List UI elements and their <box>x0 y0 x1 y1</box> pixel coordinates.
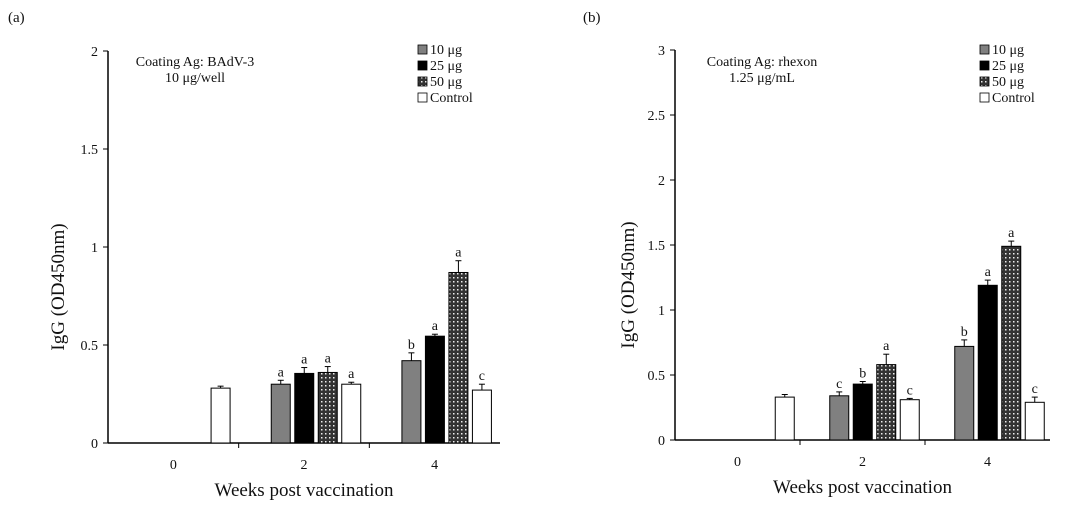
legend-label: Control <box>992 91 1035 106</box>
y-tick-label: 0.5 <box>81 339 99 354</box>
legend-swatch <box>417 76 428 87</box>
legend-label: 50 μg <box>992 75 1024 90</box>
significance-letter: a <box>455 246 462 261</box>
bar <box>448 271 469 444</box>
legend-swatch <box>979 60 990 71</box>
chart-panel-b: (b) 0 0.5 1 1.5 2 2.5 3 0 2 4 Weeks post vaccinatio… <box>583 10 1050 498</box>
coating-annotation: 10 μg/well <box>165 71 225 86</box>
y-tick-label: 0 <box>658 434 665 449</box>
significance-letter: a <box>325 352 332 367</box>
bar <box>210 387 231 444</box>
significance-letter: c <box>479 369 485 384</box>
legend-label: 25 μg <box>430 59 462 74</box>
x-tick-label: 0 <box>734 455 741 470</box>
legend-swatch <box>979 92 990 103</box>
bar <box>774 396 795 441</box>
bar <box>829 395 850 441</box>
significance-letter: a <box>348 367 355 382</box>
legend-swatch <box>417 44 428 55</box>
x-tick-label: 0 <box>170 458 177 473</box>
significance-letter: a <box>1008 226 1015 241</box>
y-tick-label: 2 <box>91 45 98 60</box>
y-tick-label: 3 <box>658 44 665 59</box>
bar <box>270 383 291 444</box>
y-tick-label: 2 <box>658 174 665 189</box>
x-axis-label: Weeks post vaccination <box>773 477 952 498</box>
bar <box>977 284 998 441</box>
significance-letter: c <box>1032 382 1038 397</box>
x-tick-label: 4 <box>431 458 438 473</box>
significance-letter: c <box>907 383 913 398</box>
bar <box>294 372 315 444</box>
x-tick-label: 2 <box>859 455 866 470</box>
bar <box>876 364 897 441</box>
significance-letter: a <box>883 339 890 354</box>
panel-label: (a) <box>8 10 25 26</box>
legend-label: 10 μg <box>992 43 1024 58</box>
bar <box>954 345 975 441</box>
y-tick-label: 1 <box>658 304 665 319</box>
coating-annotation: Coating Ag: BAdV-3 <box>136 55 255 70</box>
coating-annotation: Coating Ag: rhexon <box>707 55 817 70</box>
chart-panel-a: (a) 0 0.5 1 1.5 2 0 2 4 Weeks post vaccination IgG… <box>8 10 500 501</box>
bar <box>899 399 920 441</box>
bar <box>341 383 362 444</box>
x-tick-label: 2 <box>301 458 308 473</box>
significance-letter: a <box>301 353 308 368</box>
bar <box>401 360 422 444</box>
bar <box>317 371 338 444</box>
y-tick-label: 1 <box>91 241 98 256</box>
y-axis-label: IgG (OD450nm) <box>48 223 69 350</box>
significance-letter: b <box>408 338 415 353</box>
legend-label: 25 μg <box>992 59 1024 74</box>
significance-letter: a <box>278 365 285 380</box>
y-tick-label: 0 <box>91 437 98 452</box>
legend-label: Control <box>430 91 473 106</box>
bar <box>852 383 873 441</box>
bar <box>1001 245 1022 441</box>
bar <box>1024 401 1045 441</box>
legend-label: 50 μg <box>430 75 462 90</box>
significance-letter: a <box>985 265 992 280</box>
significance-letter: a <box>432 319 439 334</box>
bar <box>424 335 445 444</box>
significance-letter: c <box>836 377 842 392</box>
x-axis-label: Weeks post vaccination <box>215 480 394 501</box>
significance-letter: b <box>961 325 968 340</box>
coating-annotation: 1.25 μg/mL <box>729 71 795 86</box>
legend-swatch <box>979 44 990 55</box>
panel-label: (b) <box>583 10 601 26</box>
y-tick-label: 1.5 <box>648 239 666 254</box>
y-tick-label: 1.5 <box>81 143 99 158</box>
y-tick-label: 2.5 <box>648 109 666 124</box>
legend-swatch <box>417 92 428 103</box>
y-tick-label: 0.5 <box>648 369 666 384</box>
bar <box>471 389 492 444</box>
legend-label: 10 μg <box>430 43 462 58</box>
significance-letter: b <box>859 367 866 382</box>
legend-swatch <box>979 76 990 87</box>
x-tick-label: 4 <box>984 455 991 470</box>
legend-swatch <box>417 60 428 71</box>
y-axis-label: IgG (OD450nm) <box>618 221 639 348</box>
